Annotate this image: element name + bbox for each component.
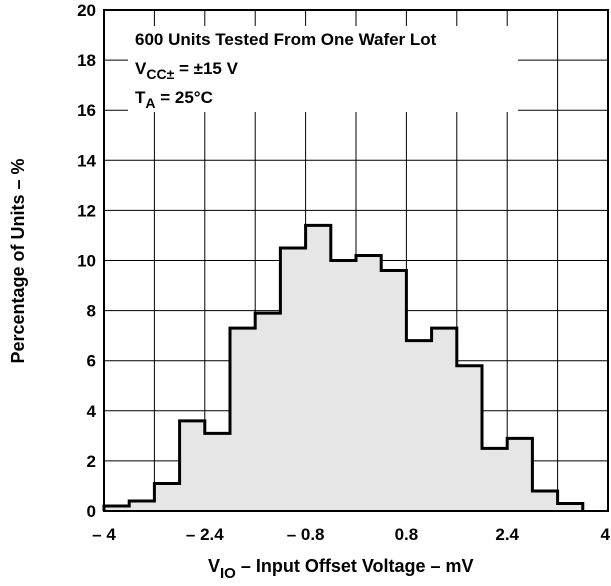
y-tick-label: 18 (77, 51, 96, 70)
x-tick-label: 0.8 (395, 525, 419, 544)
annotation-box (128, 26, 518, 112)
y-tick-label: 8 (87, 302, 96, 321)
x-tick-label: – 0.8 (287, 525, 325, 544)
y-tick-label: 0 (87, 502, 96, 521)
histogram-area (104, 225, 583, 511)
x-tick-label: – 4 (92, 525, 116, 544)
x-tick-label: – 2.4 (186, 525, 224, 544)
y-tick-label: 2 (87, 452, 96, 471)
x-tick-label: 2.4 (495, 525, 519, 544)
x-tick-label: 4 (601, 525, 611, 544)
y-tick-label: 12 (77, 201, 96, 220)
y-tick-label: 10 (77, 252, 96, 271)
y-tick-label: 16 (77, 101, 96, 120)
x-axis-ticks: – 4 – 2.4 – 0.8 0.8 2.4 4 (92, 525, 610, 544)
x-axis-title: VIO – Input Offset Voltage – mV (208, 556, 474, 582)
y-tick-label: 20 (77, 1, 96, 20)
annotation-supply-voltage: VCC± = ±15 V (135, 59, 239, 82)
y-axis-title: Percentage of Units – % (8, 158, 28, 363)
plot-frame (103, 9, 609, 512)
y-tick-label: 14 (77, 151, 96, 170)
histogram-outline (102, 223, 585, 511)
annotation-temperature: TA = 25°C (135, 88, 213, 111)
y-tick-label: 6 (87, 352, 96, 371)
y-axis-ticks: 0 2 4 6 8 10 12 14 16 18 20 (77, 1, 96, 521)
y-tick-label: 4 (87, 402, 97, 421)
annotation-units-tested: 600 Units Tested From One Wafer Lot (135, 30, 437, 49)
